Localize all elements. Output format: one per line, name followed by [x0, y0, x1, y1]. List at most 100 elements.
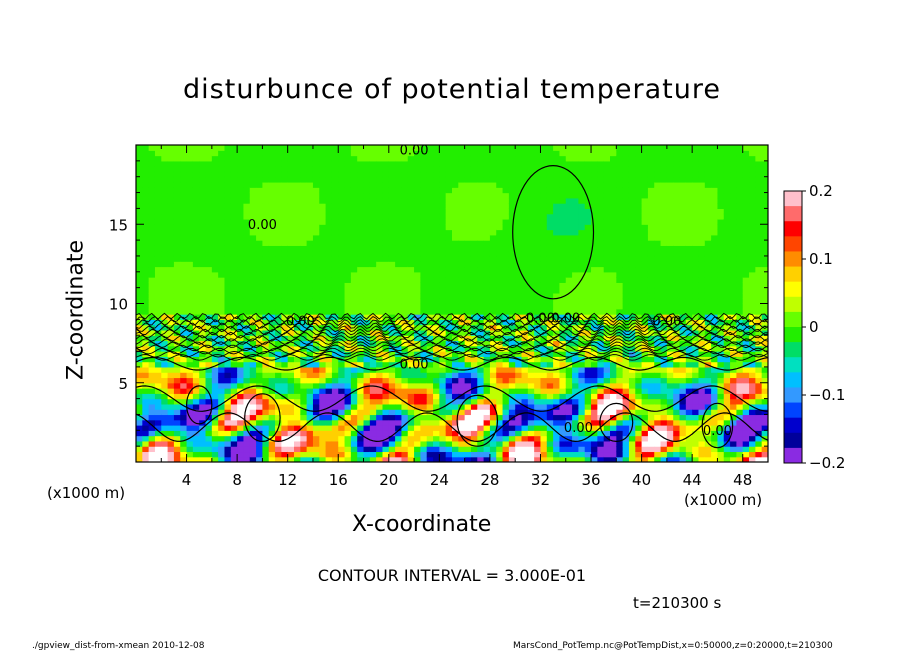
heatmap-cell: [401, 208, 409, 215]
heatmap-cell: [243, 181, 251, 188]
heatmap-cell: [439, 298, 447, 305]
heatmap-cell: [395, 314, 403, 320]
heatmap-cell: [173, 308, 181, 315]
heatmap-cell: [319, 266, 327, 273]
heatmap-cell: [597, 192, 605, 199]
heatmap-cell: [186, 203, 194, 209]
heatmap-cell: [546, 430, 554, 437]
heatmap-cell: [369, 181, 377, 188]
heatmap-cell: [546, 203, 554, 209]
heatmap-cell: [591, 292, 598, 299]
heatmap-cell: [641, 181, 649, 188]
heatmap-cell: [458, 271, 466, 278]
heatmap-cell: [458, 240, 466, 246]
heatmap-cell: [338, 181, 346, 188]
heatmap-cell: [439, 229, 447, 236]
heatmap-cell: [338, 255, 346, 262]
heatmap-cell: [433, 345, 440, 352]
heatmap-cell: [357, 319, 365, 326]
heatmap-cell: [458, 218, 466, 225]
heatmap-cell: [173, 176, 181, 183]
heatmap-cell: [439, 303, 447, 310]
heatmap-cell: [616, 298, 624, 305]
heatmap-cell: [622, 181, 630, 188]
heatmap-cell: [350, 345, 358, 352]
heatmap-cell: [306, 213, 314, 220]
heatmap-cell: [584, 229, 592, 236]
heatmap-cell: [433, 435, 440, 442]
heatmap-cell: [521, 150, 529, 157]
heatmap-cell: [344, 335, 352, 342]
heatmap-cell: [603, 398, 611, 405]
heatmap-cell: [262, 287, 270, 294]
heatmap-cell: [496, 398, 504, 405]
heatmap-cell: [401, 361, 409, 368]
heatmap-cell: [338, 419, 346, 426]
heatmap-cell: [325, 298, 333, 305]
heatmap-cell: [186, 166, 194, 173]
heatmap-cell: [281, 234, 289, 241]
heatmap-cell: [186, 356, 194, 363]
heatmap-cell: [502, 171, 510, 178]
heatmap-cell: [325, 351, 333, 357]
heatmap-cell: [249, 440, 257, 447]
heatmap-cell: [508, 218, 516, 225]
heatmap-cell: [502, 451, 510, 458]
heatmap-cell: [414, 218, 421, 225]
heatmap-cell: [433, 298, 440, 305]
heatmap-cell: [275, 292, 282, 299]
heatmap-cell: [439, 187, 447, 194]
heatmap-cell: [256, 197, 263, 204]
heatmap-cell: [294, 298, 301, 305]
heatmap-cell: [142, 414, 150, 421]
heatmap-cell: [452, 292, 459, 299]
heatmap-cell: [281, 176, 289, 183]
heatmap-cell: [426, 203, 434, 209]
heatmap-cell: [154, 372, 162, 379]
heatmap-cell: [312, 224, 320, 231]
heatmap-cell: [603, 345, 611, 352]
heatmap-cell: [546, 271, 554, 278]
heatmap-cell: [635, 409, 643, 416]
heatmap-cell: [534, 393, 542, 400]
heatmap-cell: [414, 208, 421, 215]
heatmap-cell: [515, 361, 523, 368]
heatmap-cell: [325, 203, 333, 209]
heatmap-cell: [376, 287, 384, 294]
heatmap-cell: [433, 176, 440, 183]
heatmap-cell: [306, 255, 314, 262]
heatmap-cell: [527, 388, 535, 394]
heatmap-cell: [237, 218, 245, 225]
heatmap-cell: [597, 277, 605, 283]
heatmap-cell: [407, 329, 415, 336]
heatmap-cell: [439, 451, 447, 458]
heatmap-cell: [559, 155, 567, 162]
heatmap-cell: [154, 155, 162, 162]
heatmap-cell: [382, 181, 390, 188]
heatmap-cell: [508, 203, 516, 209]
heatmap-cell: [306, 240, 314, 246]
heatmap-cell: [325, 361, 333, 368]
heatmap-cell: [211, 403, 219, 410]
heatmap-cell: [256, 218, 263, 225]
heatmap-cell: [540, 145, 548, 151]
heatmap-cell: [559, 282, 567, 289]
heatmap-cell: [521, 208, 529, 215]
heatmap-cell: [565, 356, 573, 363]
heatmap-cell: [426, 160, 434, 167]
heatmap-cell: [306, 435, 314, 442]
heatmap-cell: [603, 451, 611, 458]
heatmap-cell: [534, 335, 542, 342]
heatmap-cell: [243, 192, 251, 199]
heatmap-cell: [142, 187, 150, 194]
heatmap-cell: [211, 181, 219, 188]
heatmap-cell: [515, 382, 523, 389]
heatmap-cell: [628, 287, 636, 294]
heatmap-cell: [597, 409, 605, 416]
heatmap-cell: [635, 372, 643, 379]
heatmap-cell: [237, 329, 245, 336]
heatmap-cell: [565, 409, 573, 416]
heatmap-cell: [565, 176, 573, 183]
heatmap-cell: [597, 393, 605, 400]
heatmap-cell: [616, 277, 624, 283]
